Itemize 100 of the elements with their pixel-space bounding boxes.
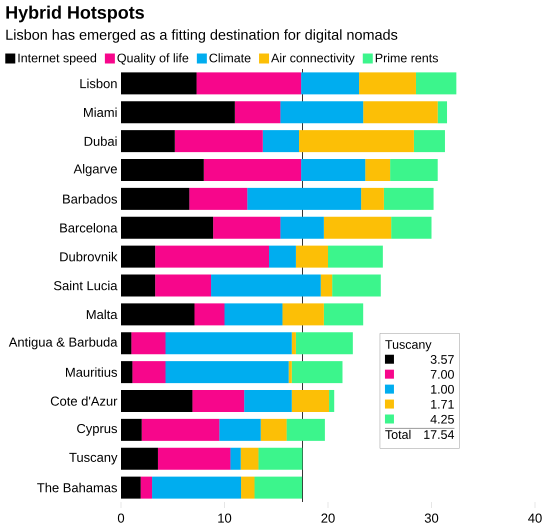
bar [269, 246, 296, 268]
bar [121, 188, 190, 210]
annotation: 4.25 [430, 414, 454, 424]
annotation: 17.54 [424, 430, 454, 439]
y-tick-label: Tuscany [69, 452, 118, 465]
bar [192, 390, 244, 412]
bar [174, 130, 263, 152]
bar [155, 246, 270, 268]
bar [292, 332, 296, 354]
bar [121, 246, 156, 268]
bar [194, 303, 224, 326]
bar [155, 274, 212, 297]
bar [324, 216, 392, 239]
legend-label: Climate [209, 53, 250, 62]
bar [241, 476, 255, 499]
y-tick-label: Saint Lucia [54, 280, 118, 290]
bar [224, 303, 282, 326]
bar [121, 130, 175, 152]
bar [240, 448, 258, 470]
bar [262, 130, 300, 152]
bar [121, 101, 235, 124]
y-tick-label: Barcelona [60, 223, 118, 233]
bar [299, 130, 414, 152]
bar [296, 246, 328, 268]
y-tick-label: Antigua & Barbuda [8, 337, 118, 350]
bar [140, 476, 152, 499]
bar [391, 216, 432, 239]
bar [230, 448, 241, 470]
x-tick-label: 0 [118, 514, 124, 523]
bar [416, 72, 456, 94]
bar [121, 361, 132, 384]
bar [254, 476, 302, 499]
bar [301, 72, 360, 94]
annotation: Tuscany [385, 340, 432, 352]
bar [363, 101, 438, 124]
bar [189, 188, 248, 210]
bar [288, 361, 292, 384]
bar [359, 72, 416, 94]
bar [324, 303, 364, 326]
bar [258, 448, 302, 470]
x-tick-label: 20 [321, 514, 335, 523]
bar [292, 390, 330, 412]
bar [296, 332, 353, 354]
bar [132, 361, 166, 384]
bar [414, 130, 445, 152]
bar [121, 72, 197, 94]
legend-label: Internet speed [18, 53, 96, 65]
bar [260, 418, 287, 441]
annotation: 1.00 [431, 384, 454, 394]
bar [286, 418, 325, 441]
bar [121, 274, 156, 297]
y-tick-label: Cyprus [77, 424, 118, 436]
bar [196, 72, 302, 94]
bar [121, 303, 194, 326]
bar [247, 188, 362, 210]
bar [213, 216, 280, 239]
legend-label: Air connectivity [271, 53, 355, 65]
annotation: 3.57 [430, 355, 454, 364]
x-tick-label: 30 [424, 514, 438, 523]
y-tick-label: Dubrovnik [60, 252, 118, 262]
y-tick-label: The Bahamas [37, 482, 117, 492]
bar [328, 246, 383, 268]
chart-title: Hybrid Hotspots [6, 6, 144, 22]
y-tick-label: Lisbon [80, 78, 117, 88]
y-tick-label: Malta [86, 310, 118, 320]
y-tick-label: Barbados [63, 194, 118, 204]
bar [292, 361, 342, 384]
y-tick-label: Dubai [84, 136, 117, 146]
bar [121, 448, 158, 470]
bar [280, 216, 324, 239]
bar [211, 274, 321, 297]
bar [280, 101, 364, 124]
bar [365, 159, 390, 182]
bar [121, 216, 214, 239]
annotation: 1.71 [431, 400, 454, 409]
bar [234, 101, 280, 124]
y-tick-label: Mauritius [66, 367, 118, 377]
legend-label: Quality of life [117, 53, 188, 65]
y-tick-label: Miami [84, 108, 117, 118]
bar [121, 390, 192, 412]
bar [361, 188, 384, 210]
bar [320, 274, 332, 297]
annotation: Total [385, 430, 410, 439]
bar [384, 188, 434, 210]
bar [244, 390, 292, 412]
bar [121, 332, 132, 354]
annotation: 7.00 [430, 370, 454, 379]
chart-subtitle: Lisbon has emerged as a fitting destination for digital nomads [6, 29, 398, 43]
bar [301, 159, 366, 182]
bar [329, 390, 334, 412]
bar [166, 361, 289, 384]
y-tick-label: Cote d'Azur [50, 396, 118, 406]
legend-label: Prime rents [376, 53, 438, 62]
y-tick-label: Algarve [74, 164, 117, 176]
bar [131, 332, 166, 354]
bar [204, 159, 302, 182]
bar [166, 332, 292, 354]
bar [121, 418, 142, 441]
bar [121, 159, 204, 182]
bar [219, 418, 261, 441]
